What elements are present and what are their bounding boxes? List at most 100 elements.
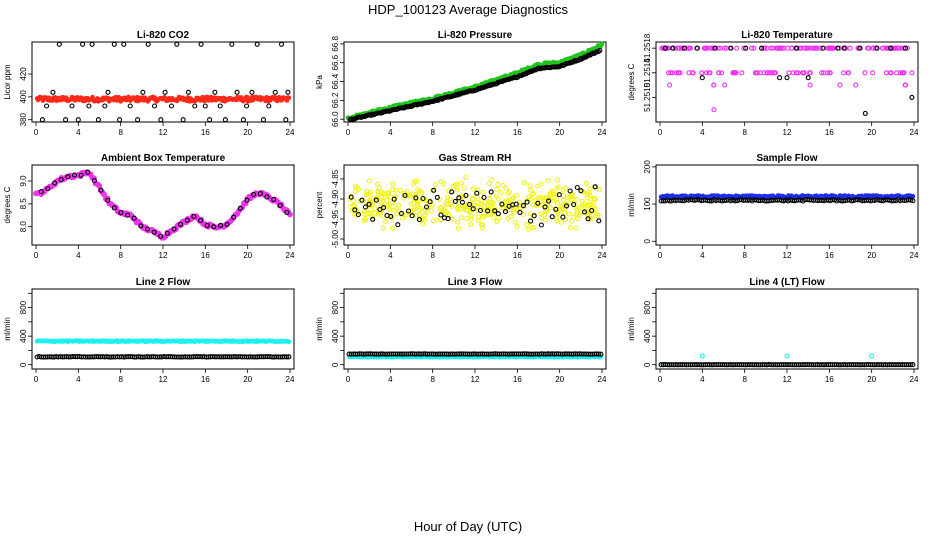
data-point [211,224,217,230]
data-point [362,211,368,217]
x-tick-label: 8 [742,128,747,137]
x-tick-label: 0 [658,251,663,260]
data-point [728,45,734,51]
data-point [817,45,824,51]
data-point [795,70,801,76]
y-tick-label: -5.00 [331,229,340,248]
data-point [704,45,710,51]
data-point [777,75,783,81]
data-point [485,202,491,208]
data-point [830,45,836,51]
data-point [237,205,243,211]
x-tick-label: 4 [700,128,705,137]
data-point [587,216,593,222]
y-tick-label: 66.0 [331,111,340,127]
data-point [470,186,476,192]
y-axis: 0 400 800 [643,292,656,367]
data-point [396,202,402,208]
data-point [587,192,593,198]
x-tick-label: 20 [243,251,252,260]
x-tick-label: 20 [243,128,252,137]
data-point [749,45,755,51]
data-point [579,202,585,208]
data-point [560,197,567,203]
panel-title: Ambient Box Temperature [101,153,226,164]
x-tick-label: 16 [201,128,210,137]
data-point [443,209,449,215]
data-point [489,177,495,183]
data-point [138,223,144,229]
data-point [394,211,400,217]
x-tick-label: 20 [555,251,564,260]
data-point [681,45,687,51]
data-point [694,45,700,51]
data-point [481,214,487,220]
data-point [528,218,534,224]
data-point [570,196,576,202]
data-point [538,181,544,187]
data-point [706,70,712,76]
data-point [821,70,827,76]
data-point [786,70,792,76]
data-point [144,226,151,232]
data-point [348,194,354,200]
data-point [271,196,277,202]
data-point [284,209,290,215]
data-point [805,45,811,51]
data-point [709,45,715,51]
data-point [362,204,369,210]
data-point [543,195,549,201]
data-point [272,89,278,95]
data-point [567,188,573,194]
x-tick-label: 24 [598,251,607,260]
series-overlay [658,362,916,368]
data-point [670,45,676,51]
data-point [583,180,589,186]
data-point [468,213,474,219]
x-axis: 0 4 8 12 16 20 24 [34,369,295,384]
data-point [454,187,460,193]
data-point [430,218,436,224]
x-tick-label: 4 [388,128,393,137]
data-point [229,41,235,47]
data-point [585,191,591,198]
x-tick-label: 12 [471,251,480,260]
data-point [599,41,605,47]
series-overlay [39,41,291,123]
data-point [164,230,170,236]
data-point [886,45,892,51]
data-point [191,213,197,220]
x-tick-label: 8 [118,251,123,260]
x-tick-label: 0 [346,375,351,384]
data-point [361,209,367,215]
series-overlay [38,169,290,239]
plot-frame [655,164,919,246]
data-point [699,353,705,359]
data-point [364,188,370,194]
data-point [673,70,680,76]
y-tick-label: 9.0 [19,175,28,187]
data-point [495,211,501,217]
y-axis-label: ml/min [315,317,324,341]
data-point [95,117,101,123]
y-axis: 8.0 8.5 9.0 [19,175,32,232]
data-point [449,189,455,195]
data-point [707,198,713,204]
data-point [118,210,124,216]
y-tick-label: 51.2514 [643,58,652,87]
data-point [65,174,71,180]
y-axis-label: percent [315,191,324,218]
data-point [549,214,555,220]
data-point [459,199,465,205]
data-point [413,195,419,201]
data-point [286,339,292,345]
data-point [779,45,785,51]
series-instrument [34,94,292,104]
data-point [378,199,384,205]
data-point [855,45,861,51]
data-point [367,211,373,217]
data-point [158,233,164,239]
panel-title: Line 2 Flow [136,277,191,288]
data-point [480,189,486,195]
